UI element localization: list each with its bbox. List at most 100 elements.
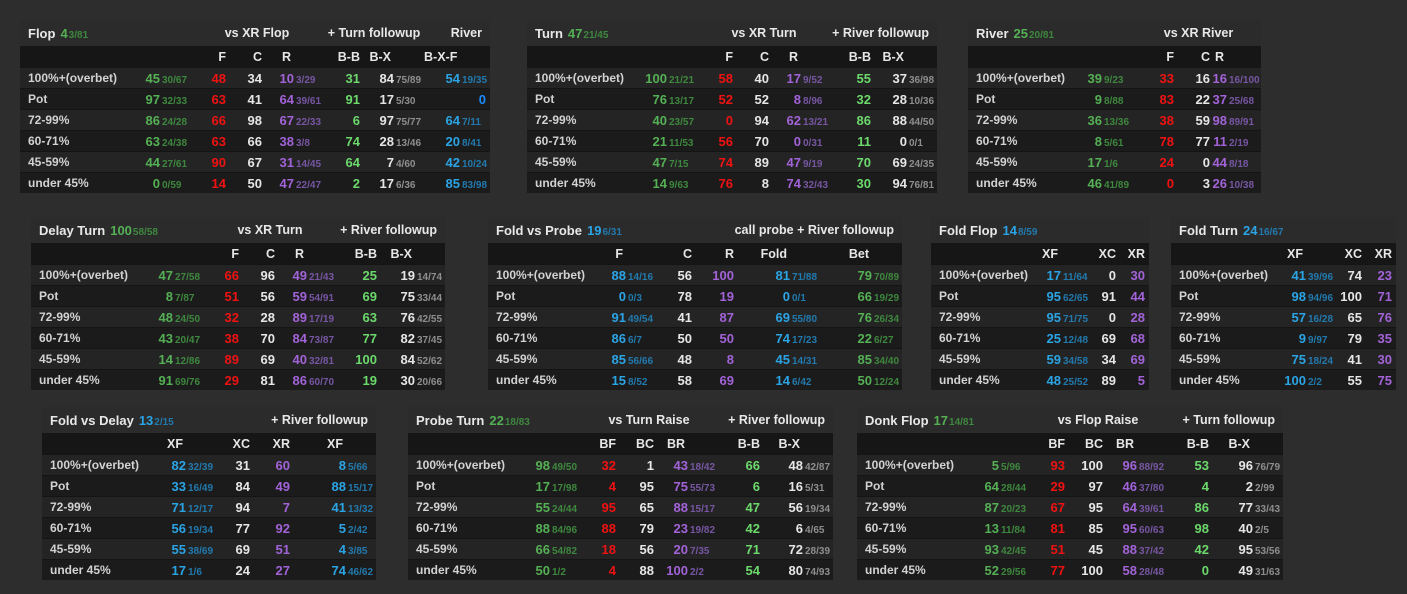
stat-value: 13 bbox=[984, 520, 999, 536]
stat-value: 8 bbox=[338, 457, 346, 473]
stat-value: 25 bbox=[362, 267, 377, 283]
stat-value: 59 bbox=[1195, 112, 1210, 128]
stat-cell: 28 13/46 bbox=[364, 134, 424, 149]
stat-value: 70 bbox=[260, 330, 275, 346]
table-row: 45-59% 44 27/61 90 67 31 14/45 64 7 4/60 42 10/24 bbox=[20, 151, 490, 172]
stat-cell: 5 bbox=[1120, 373, 1149, 388]
stat-cell: 69 bbox=[216, 542, 254, 557]
stat-cell: 40 bbox=[737, 71, 773, 86]
stat-cell: 48 bbox=[656, 352, 696, 367]
stat-cell: 97 75/77 bbox=[364, 113, 424, 128]
stat-sample: 60/63 bbox=[1139, 524, 1165, 536]
stat-sample: 21/21 bbox=[669, 74, 695, 86]
column-header: B-X bbox=[778, 436, 800, 451]
stat-sample: 10/24 bbox=[462, 158, 488, 170]
stat-value: 15 bbox=[611, 372, 626, 388]
stat-cell: 91 bbox=[324, 92, 364, 107]
stat-value: 64 bbox=[1122, 499, 1137, 515]
stat-cell: 42 10/24 bbox=[424, 155, 490, 170]
stat-value: 47 bbox=[745, 499, 760, 515]
stat-value: 82 bbox=[171, 457, 186, 473]
table-row: 72-99% 55 24/44 95 65 88 15/17 47 56 19/34 bbox=[408, 496, 833, 517]
column-header: F bbox=[218, 49, 226, 64]
stat-sample: 6/7 bbox=[628, 334, 642, 346]
stat-value: 47 bbox=[279, 175, 294, 191]
stat-cell: 77 bbox=[1029, 563, 1069, 578]
stat-value: 85 bbox=[857, 351, 872, 367]
stat-cell: 34 bbox=[1091, 352, 1120, 367]
stat-cell: 48 24/50 bbox=[145, 310, 203, 325]
stat-cell: 85 34/40 bbox=[820, 352, 902, 367]
stat-cell: 63 bbox=[190, 134, 230, 149]
stat-value: 44 bbox=[145, 154, 160, 170]
stat-cell: 64 bbox=[324, 155, 364, 170]
stat-sample: 46/62 bbox=[348, 566, 374, 578]
stat-value: 91 bbox=[1101, 288, 1116, 304]
stat-value: 100 bbox=[1081, 562, 1103, 578]
group-header: vs XR Turn bbox=[237, 223, 303, 237]
stat-value: 42 bbox=[1194, 541, 1209, 557]
stat-sample: 62/65 bbox=[1063, 292, 1089, 304]
stat-sample: 16/100 bbox=[1229, 74, 1260, 86]
stat-sample: 89/91 bbox=[1229, 116, 1255, 128]
stat-sample: 7/87 bbox=[175, 292, 195, 304]
stat-cell: 43 18/42 bbox=[658, 458, 718, 473]
stat-value: 72 bbox=[788, 541, 803, 557]
stat-sample: 10/36 bbox=[909, 95, 935, 107]
stat-value: 86 bbox=[611, 330, 626, 346]
stat-cell: 58 bbox=[656, 373, 696, 388]
table-row: 100%+(overbet) 82 32/39 31 60 8 5/66 bbox=[42, 454, 376, 475]
stat-cell: 75 33/44 bbox=[381, 289, 445, 304]
stat-sample: 32/39 bbox=[188, 461, 214, 473]
stat-value: 76 bbox=[400, 309, 415, 325]
stat-value: 95 bbox=[639, 478, 654, 494]
stat-value: 77 bbox=[362, 330, 377, 346]
stat-value: 85 bbox=[445, 175, 460, 191]
stat-sample: 13/17 bbox=[669, 95, 695, 107]
stat-cell: 22 6/27 bbox=[820, 331, 902, 346]
table-title: Delay Turn 10058/58 bbox=[31, 223, 203, 238]
table-title-row: Probe Turn 2218/83 vs Turn Raise + River fo… bbox=[408, 407, 833, 433]
table-title-name: Fold Turn bbox=[1179, 222, 1238, 238]
row-label: Pot bbox=[976, 92, 996, 106]
stat-cell: 7 bbox=[254, 500, 294, 515]
stat-value: 49 bbox=[1238, 562, 1253, 578]
stat-cell: 37 36/98 bbox=[875, 71, 937, 86]
stat-value: 95 bbox=[1046, 288, 1061, 304]
stat-sample: 75/89 bbox=[396, 74, 422, 86]
stat-value: 86 bbox=[1194, 499, 1209, 515]
stat-value: 43 bbox=[158, 330, 173, 346]
table-title-name: Donk Flop bbox=[865, 412, 929, 428]
stat-sample: 41/89 bbox=[1104, 179, 1130, 191]
stat-cell: 16 5/31 bbox=[764, 479, 833, 494]
stat-value: 100 bbox=[712, 267, 734, 283]
stat-sample: 13/36 bbox=[1104, 116, 1130, 128]
row-label: 60-71% bbox=[496, 331, 538, 345]
table-title-row: Turn 4721/45 vs XR Turn + River followup bbox=[527, 20, 937, 46]
column-header: Bet bbox=[848, 246, 869, 261]
table-row: 60-71% 86 6/7 50 50 74 17/23 22 6/27 bbox=[488, 327, 902, 348]
stat-sample: 33/44 bbox=[417, 292, 443, 304]
table-title-value: 100 bbox=[110, 222, 132, 238]
stat-cell: 63 24/38 bbox=[132, 134, 190, 149]
stat-cell: 87 bbox=[696, 310, 738, 325]
stat-cell: 44 bbox=[1120, 289, 1149, 304]
stat-value: 7 bbox=[386, 154, 394, 170]
stat-value: 42 bbox=[445, 154, 460, 170]
stat-sample: 70/89 bbox=[874, 271, 900, 283]
stat-value: 74 bbox=[786, 175, 801, 191]
stat-cell: 6 4/65 bbox=[764, 521, 833, 536]
stat-cell: 64 39/61 bbox=[266, 92, 324, 107]
stat-value: 75 bbox=[1377, 372, 1392, 388]
table-row: 72-99% 71 12/17 94 7 41 13/32 bbox=[42, 496, 376, 517]
panel-donk-flop: Donk Flop 1714/81 vs Flop Raise + Turn foll… bbox=[857, 407, 1283, 580]
stat-cell: 40 32/81 bbox=[279, 352, 337, 367]
stat-value: 98 bbox=[1212, 112, 1227, 128]
stat-sample: 6/27 bbox=[874, 334, 894, 346]
table-row: Pot 95 62/65 91 44 bbox=[931, 285, 1149, 306]
stat-cell: 34 bbox=[230, 71, 266, 86]
stat-cell: 17 17/98 bbox=[520, 479, 580, 494]
stat-cell: 41 bbox=[230, 92, 266, 107]
row-label: 72-99% bbox=[865, 500, 907, 514]
stat-sample: 19/35 bbox=[462, 74, 488, 86]
